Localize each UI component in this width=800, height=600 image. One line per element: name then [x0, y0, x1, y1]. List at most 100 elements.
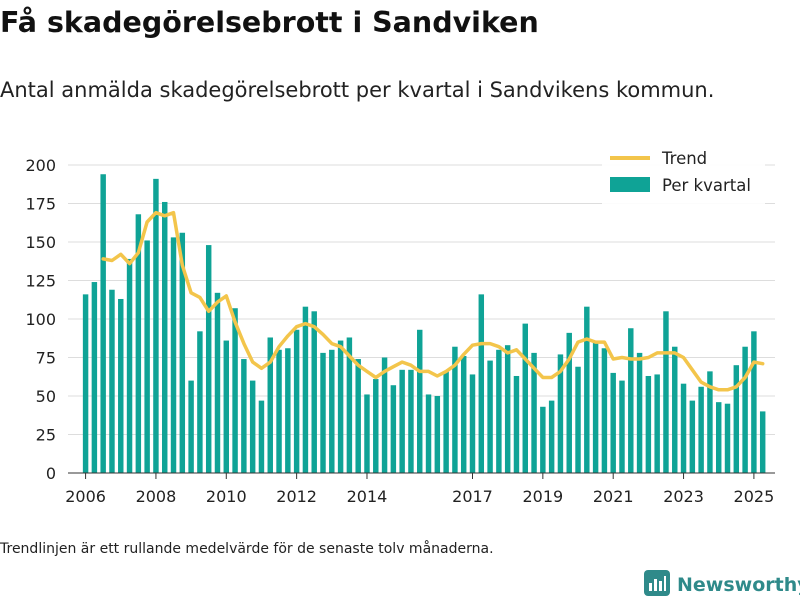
trend-series: [101, 210, 765, 392]
bar: [329, 349, 335, 473]
bar: [179, 232, 186, 473]
bar: [109, 289, 115, 473]
bar: [610, 372, 616, 473]
brand[interactable]: Newsworthy: [644, 570, 800, 600]
bar: [311, 311, 317, 473]
bar: [663, 311, 669, 473]
bar: [118, 298, 124, 473]
bar: [557, 354, 564, 473]
bar: [478, 294, 485, 473]
bar: [346, 337, 353, 473]
x-tick-label: 2017: [452, 487, 493, 506]
bar: [548, 400, 555, 473]
y-tick-label: 100: [25, 310, 56, 329]
bar: [689, 400, 696, 473]
legend-trend-label: Trend: [661, 149, 707, 168]
bar: [144, 240, 150, 473]
bar: [355, 359, 361, 473]
bar: [373, 379, 379, 473]
bar: [135, 214, 142, 473]
bar: [214, 292, 221, 473]
bar: [742, 346, 748, 473]
bar: [751, 331, 757, 473]
bar: [390, 385, 397, 473]
x-tick-label: 2008: [136, 487, 177, 506]
bar: [293, 329, 300, 473]
bar: [100, 174, 106, 474]
axes: 0 25 50 75 100 125 150 175 200 2006 2008 2010 2012 20…: [25, 156, 775, 506]
bar: [302, 306, 309, 473]
bar-chart-logo-icon: [644, 570, 670, 600]
bar: [285, 348, 291, 473]
brand-name: Newsworthy: [677, 574, 800, 596]
bar: [408, 369, 414, 473]
bar: [434, 396, 441, 473]
bar: [399, 369, 405, 473]
bar: [487, 360, 493, 473]
bar: [496, 349, 502, 473]
bar: [188, 380, 194, 473]
bar: [504, 345, 511, 473]
bar: [460, 355, 467, 473]
chart-area: 0 25 50 75 100 125 150 175 200 2006 2008 2010 2012 20…: [25, 146, 775, 506]
bars-series: [82, 174, 766, 474]
x-tick-label: 2012: [276, 487, 317, 506]
bar: [241, 359, 247, 473]
y-tick-label: 0: [46, 464, 56, 483]
x-tick-label: 2021: [593, 487, 634, 506]
x-tick-label: 2019: [522, 487, 563, 506]
bar: [715, 402, 722, 473]
y-tick-label: 150: [25, 233, 56, 252]
bar: [425, 394, 432, 473]
bar: [733, 365, 740, 473]
bar: [82, 294, 89, 473]
chart-subtitle: Antal anmälda skadegörelsebrott per kvar…: [0, 78, 715, 102]
bar: [381, 357, 388, 473]
bar: [320, 352, 326, 473]
bar: [759, 411, 766, 473]
bar: [197, 331, 203, 473]
chart-title: Få skadegörelsebrott i Sandviken: [0, 6, 539, 39]
bar: [531, 352, 537, 473]
bar: [452, 346, 458, 473]
bar: [513, 375, 520, 473]
trend-line: [101, 210, 765, 392]
y-tick-label: 175: [25, 195, 56, 214]
bar: [601, 348, 608, 473]
bar: [707, 371, 713, 473]
bar: [223, 340, 230, 473]
bar: [724, 403, 731, 473]
bar: [566, 332, 572, 473]
legend: Trend Per kvartal: [602, 146, 765, 204]
bar: [619, 380, 625, 473]
legend-bar-label: Per kvartal: [662, 176, 751, 195]
y-tick-label: 50: [36, 387, 56, 406]
bar: [337, 340, 344, 473]
bar: [258, 400, 265, 473]
x-tick-label: 2023: [663, 487, 704, 506]
bar: [170, 237, 177, 473]
bar: [680, 383, 687, 473]
x-tick-label: 2014: [347, 487, 388, 506]
bar: [276, 349, 282, 473]
bar: [249, 380, 256, 473]
bar: [417, 329, 423, 473]
legend-bar-swatch: [610, 177, 650, 192]
bar: [628, 328, 634, 473]
y-tick-label: 125: [25, 272, 56, 291]
bar: [698, 386, 704, 473]
bar: [592, 342, 599, 473]
bar: [162, 201, 168, 473]
bar: [654, 374, 660, 473]
bar: [232, 308, 238, 473]
y-tick-label: 200: [25, 156, 56, 175]
x-tick-label: 2010: [206, 487, 247, 506]
bar: [469, 374, 476, 473]
bar: [153, 178, 159, 474]
bar: [584, 306, 590, 473]
y-tick-label: 75: [36, 349, 56, 368]
bar: [126, 258, 133, 473]
bar: [522, 323, 528, 473]
bar: [645, 375, 652, 473]
y-tick-label: 25: [36, 426, 56, 445]
